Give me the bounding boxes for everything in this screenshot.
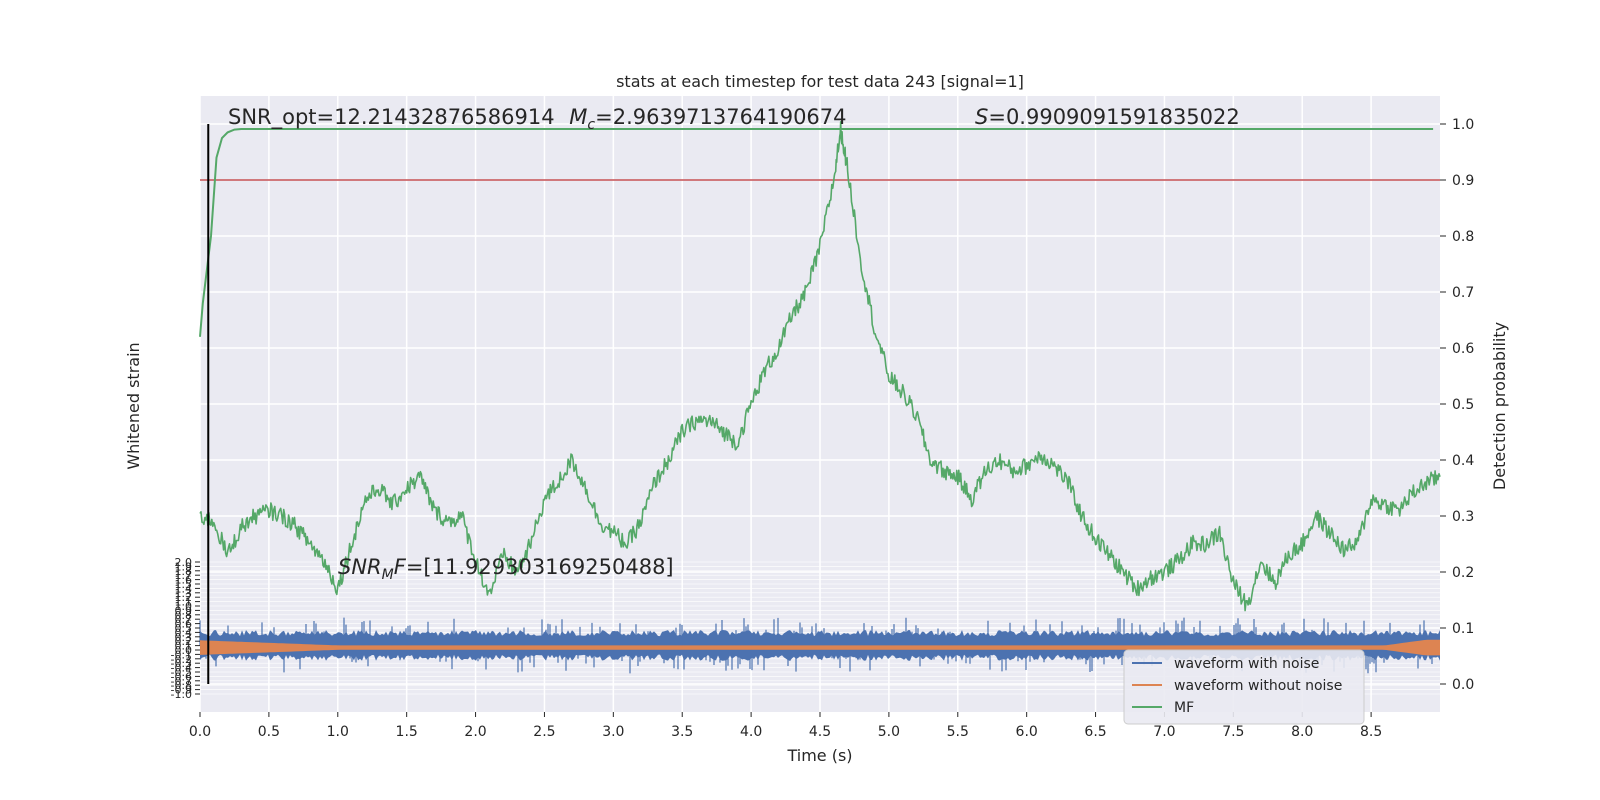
detection-statistic-line [199,121,1441,612]
mf-line [199,128,1434,337]
left-tick-label: -0.3 [171,657,192,670]
left-tick-label: -0.6 [171,670,192,683]
snr-opt-annotation: SNR_opt=12.21432876586914 Mc=2.963971376… [228,105,847,133]
left-tick-label: 0.1 [175,640,193,653]
x-tick-label: 3.0 [602,724,624,740]
waveform-without-noise-band [200,639,1440,656]
left-tick-label: 1.6 [175,574,193,587]
right-axis-label: Detection probability [1490,322,1509,490]
left-tick-label: -0.4 [171,662,192,675]
s-value: =0.9909091591835022 [988,105,1239,129]
s-symbol: S [975,105,988,129]
right-tick-label: 0.8 [1452,229,1474,245]
snr-opt-text: SNR_opt=12.21432876586914 [228,105,555,130]
legend: waveform with noise waveform without noi… [1123,649,1365,725]
left-tick-label: 0.7 [175,613,193,626]
x-tick-label: 2.0 [464,724,486,740]
legend-label-noise: waveform with noise [1174,656,1319,672]
x-tick-label: 0.5 [258,724,280,740]
left-tick-label: 0.5 [175,622,193,635]
left-axis-label: Whitened strain [124,342,143,469]
snr-mf-annotation: SNRMF=[11.929303169250488] [338,555,674,583]
snr-mf-symbol: SNR [338,555,382,579]
x-tick-label: 7.5 [1222,724,1244,740]
left-tick-label: 0.2 [175,635,193,648]
x-tick-label: 3.5 [671,724,693,740]
snr-mf-subscript: M [382,567,394,583]
right-tick-label: 0.2 [1452,565,1474,581]
left-tick-label: 0.8 [175,609,193,622]
x-axis-ticks: 0.0 0.5 1.0 1.5 2.0 2.5 3.0 3.5 4.0 4.5 5.0 5.5 6.0 6… [189,712,1382,740]
mc-symbol: M [569,105,587,129]
right-tick-label: 0.0 [1452,677,1474,693]
mc-subscript: c [587,117,595,133]
snr-mf-tail: F [394,555,407,579]
left-tick-label: -0.1 [171,648,192,661]
x-tick-label: 4.0 [740,724,762,740]
right-tick-label: 0.7 [1452,285,1474,301]
x-tick-label: 8.5 [1360,724,1382,740]
legend-label-clean: waveform without noise [1174,678,1342,694]
left-tick-label: -0.9 [171,684,192,697]
x-tick-label: 1.5 [396,724,418,740]
x-tick-label: 6.5 [1084,724,1106,740]
left-tick-label: -0.7 [171,675,192,688]
x-axis-label: Time (s) [786,746,852,765]
x-tick-label: 2.5 [533,724,555,740]
legend-box [1123,649,1365,725]
right-tick-label: 1.0 [1452,117,1474,133]
x-tick-label: 5.0 [878,724,900,740]
left-axis-ticks: -1.0-0.9-0.8-0.7-0.6-0.5-0.4-0.3-0.2-0.1… [171,556,200,701]
left-tick-label: 1.3 [175,587,193,600]
s-annotation: S=0.9909091591835022 [975,105,1240,129]
left-tick-label: 1.9 [175,560,193,573]
right-tick-label: 0.3 [1452,509,1474,525]
x-tick-label: 5.5 [947,724,969,740]
mc-value: =2.9639713764190674 [595,105,846,129]
left-tick-label: 0.3 [175,631,193,644]
legend-label-mf: MF [1174,700,1194,716]
left-tick-label: 1.4 [175,582,193,595]
right-tick-label: 0.1 [1452,621,1474,637]
left-tick-label: 1.8 [175,565,193,578]
left-tick-label: 2.0 [175,556,193,569]
left-tick-label: 1.7 [175,569,193,582]
right-tick-label: 0.5 [1452,397,1474,413]
right-tick-label: 0.6 [1452,341,1474,357]
x-tick-label: 4.5 [809,724,831,740]
left-tick-label: -0.2 [171,653,192,666]
left-tick-label: 1.5 [175,578,193,591]
right-tick-label: 0.9 [1452,173,1474,189]
left-tick-label: 0.6 [175,618,193,631]
left-tick-label: 1.2 [175,591,193,604]
left-tick-label: 0.4 [175,626,193,639]
right-axis-ticks: 0.0 0.1 0.2 0.3 0.4 0.5 0.6 0.7 0.8 0.9 1.0 [1440,117,1474,693]
left-tick-label: 1.1 [175,596,193,609]
left-tick-label: 1.0 [175,600,193,613]
left-tick-label: -0.5 [171,666,192,679]
left-tick-label: 0.0 [175,644,193,657]
left-tick-label: -0.8 [171,679,192,692]
left-tick-label: 0.9 [175,604,193,617]
x-tick-label: 7.0 [1153,724,1175,740]
x-tick-label: 1.0 [327,724,349,740]
left-tick-label: -1.0 [171,688,192,701]
x-tick-label: 6.0 [1016,724,1038,740]
x-tick-label: 8.0 [1291,724,1313,740]
chart-title: stats at each timestep for test data 243… [616,72,1024,91]
x-tick-label: 0.0 [189,724,211,740]
right-tick-label: 0.4 [1452,453,1474,469]
snr-mf-value: =[11.929303169250488] [406,555,674,579]
